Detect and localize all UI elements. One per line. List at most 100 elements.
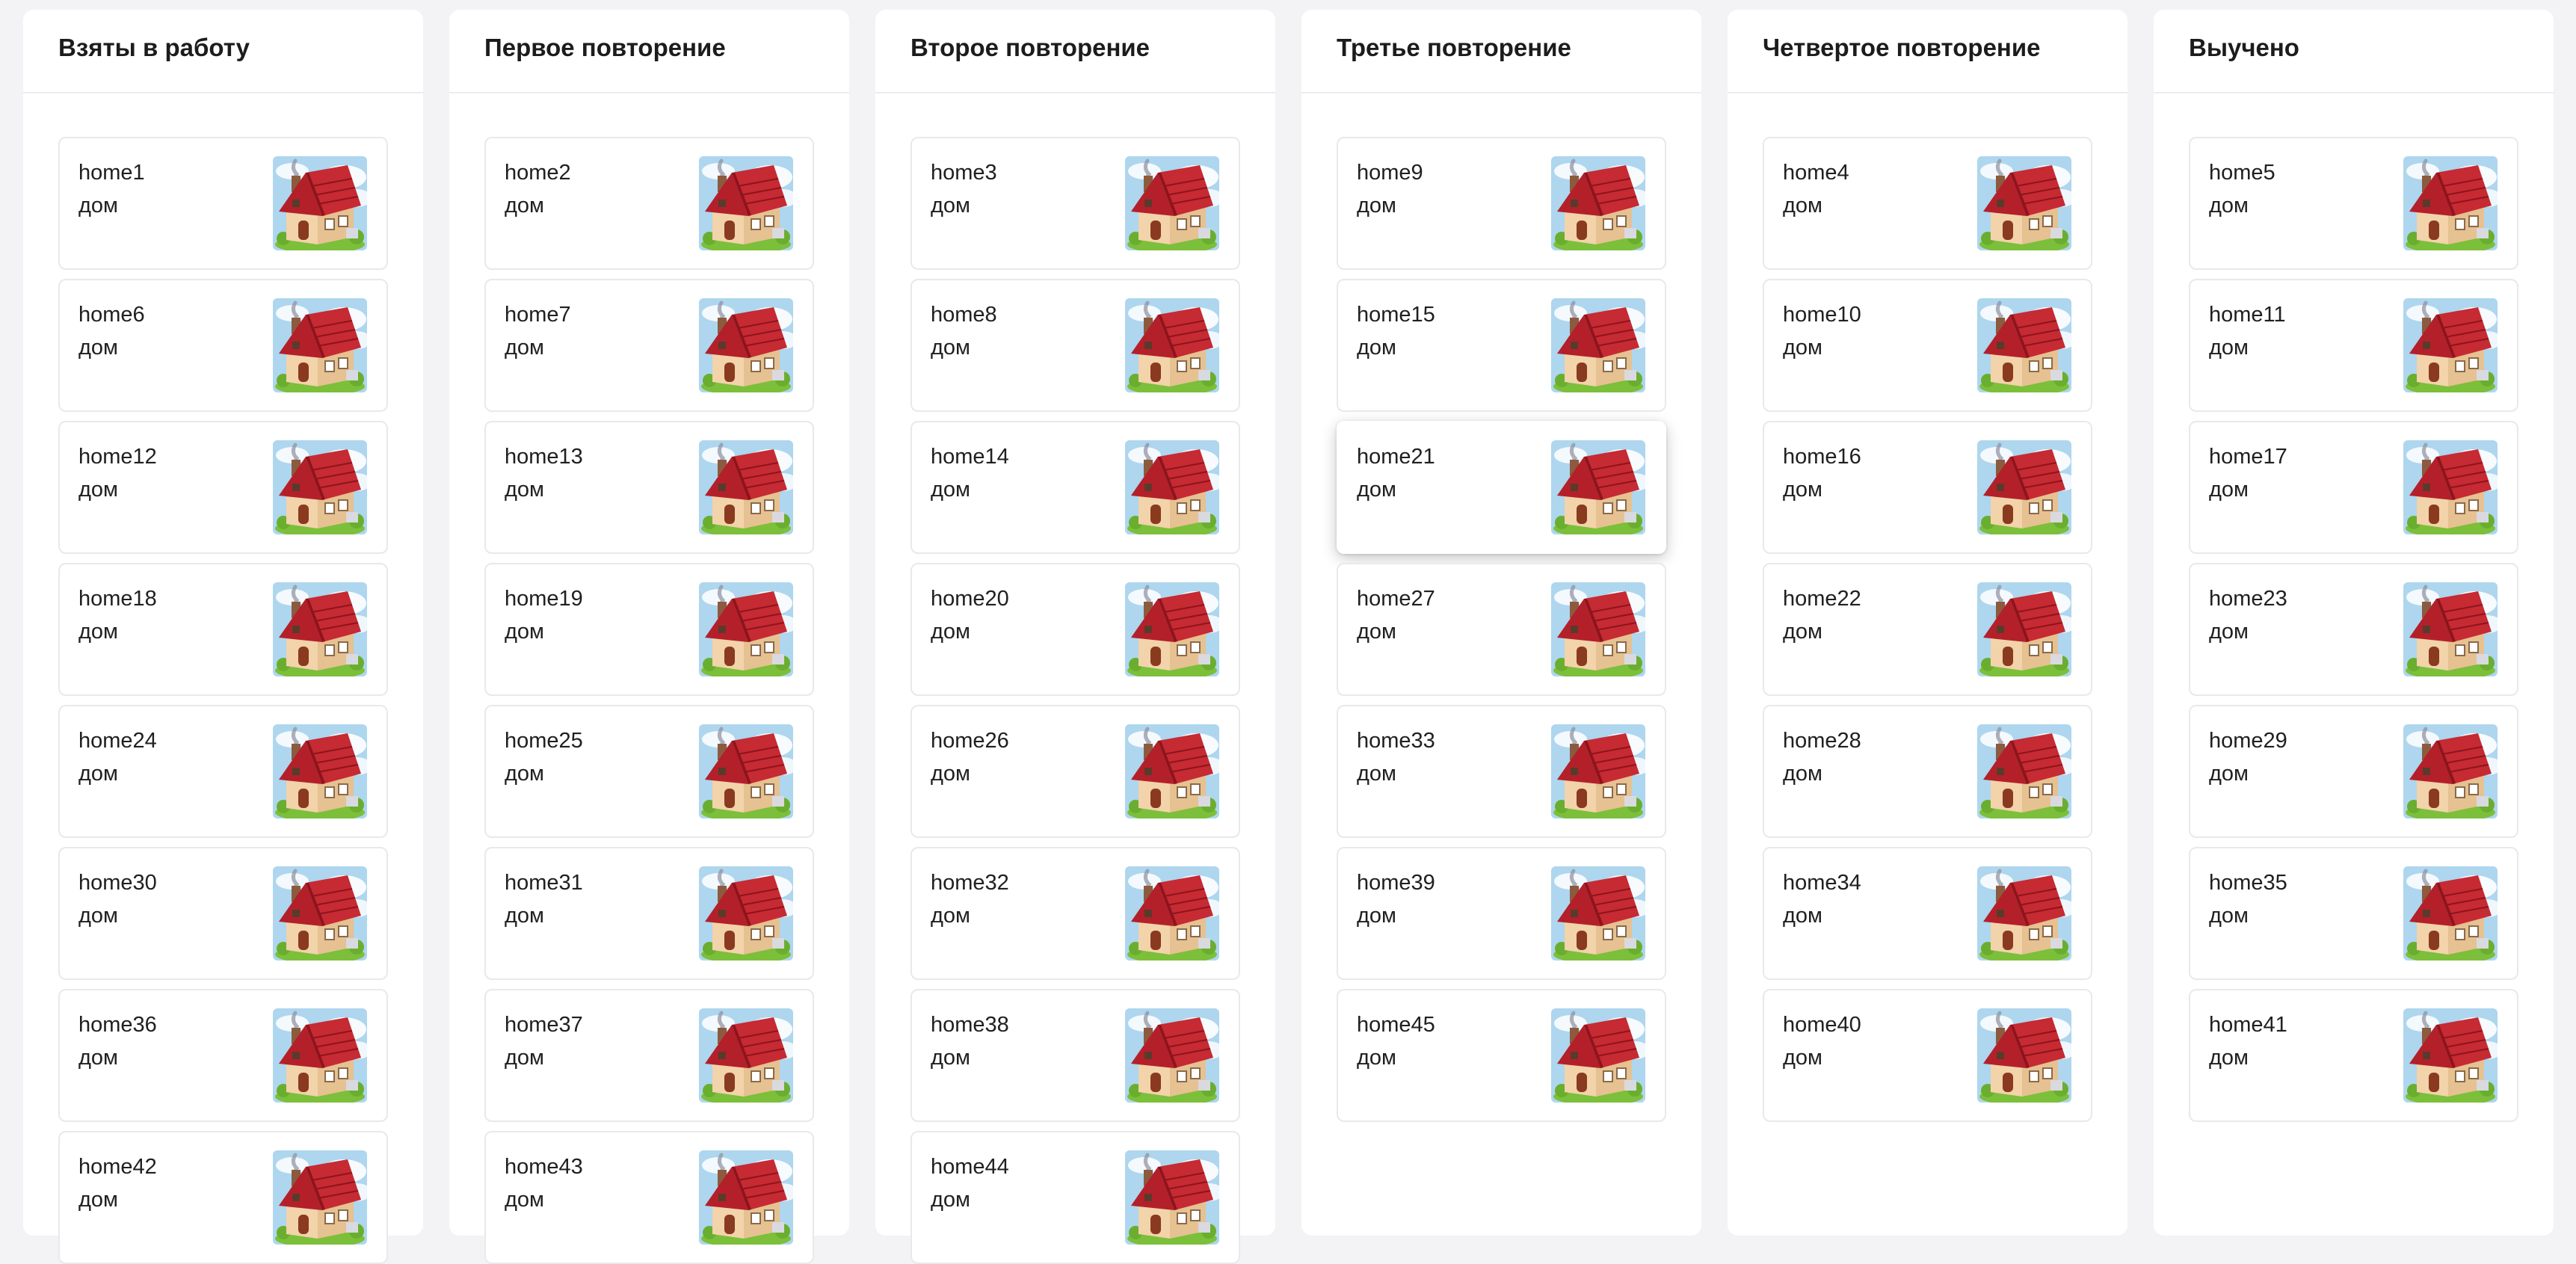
card-word: home39 bbox=[1357, 871, 1435, 895]
house-icon bbox=[1977, 724, 2076, 821]
card-list: home3 дом home8 дом bbox=[875, 93, 1275, 1264]
word-card[interactable]: home29 дом bbox=[2189, 705, 2518, 838]
column-header: Второе повторение bbox=[875, 10, 1275, 93]
word-card[interactable]: home39 дом bbox=[1337, 847, 1666, 980]
house-icon bbox=[2403, 298, 2502, 395]
card-word: home20 bbox=[931, 587, 1009, 611]
column-0: Взяты в работу home1 дом home6 дом bbox=[23, 10, 423, 1264]
word-card[interactable]: home20 дом bbox=[910, 563, 1240, 696]
card-translation: дом bbox=[78, 1188, 118, 1212]
word-card[interactable]: home24 дом bbox=[58, 705, 388, 838]
house-icon bbox=[273, 1008, 372, 1106]
word-card[interactable]: home27 дом bbox=[1337, 563, 1666, 696]
word-card[interactable]: home45 дом bbox=[1337, 989, 1666, 1122]
card-word: home37 bbox=[505, 1013, 583, 1037]
card-word: home12 bbox=[78, 445, 157, 469]
card-translation: дом bbox=[505, 1046, 544, 1070]
word-card[interactable]: home2 дом bbox=[484, 137, 814, 270]
house-icon bbox=[1551, 156, 1650, 253]
word-card[interactable]: home22 дом bbox=[1763, 563, 2092, 696]
card-translation: дом bbox=[1783, 336, 1822, 360]
card-word: home14 bbox=[931, 445, 1009, 469]
house-icon bbox=[1551, 866, 1650, 964]
house-icon bbox=[699, 1008, 798, 1106]
word-card[interactable]: home42 дом bbox=[58, 1131, 388, 1264]
house-icon bbox=[1977, 866, 2076, 964]
card-list: home9 дом home15 дом bbox=[1301, 93, 1701, 1122]
word-card[interactable]: home6 дом bbox=[58, 279, 388, 412]
column-title: Выучено bbox=[2189, 34, 2299, 61]
word-card[interactable]: home12 дом bbox=[58, 421, 388, 554]
card-word: home23 bbox=[2209, 587, 2287, 611]
card-word: home33 bbox=[1357, 729, 1435, 753]
word-card[interactable]: home38 дом bbox=[910, 989, 1240, 1122]
word-card[interactable]: home25 дом bbox=[484, 705, 814, 838]
word-card[interactable]: home26 дом bbox=[910, 705, 1240, 838]
card-translation: дом bbox=[1357, 194, 1396, 218]
word-card[interactable]: home16 дом bbox=[1763, 421, 2092, 554]
card-word: home31 bbox=[505, 871, 583, 895]
word-card[interactable]: home4 дом bbox=[1763, 137, 2092, 270]
word-card[interactable]: home8 дом bbox=[910, 279, 1240, 412]
word-card[interactable]: home1 дом bbox=[58, 137, 388, 270]
card-translation: дом bbox=[1357, 1046, 1396, 1070]
word-card[interactable]: home35 дом bbox=[2189, 847, 2518, 980]
word-card[interactable]: home17 дом bbox=[2189, 421, 2518, 554]
word-card[interactable]: home7 дом bbox=[484, 279, 814, 412]
card-word: home45 bbox=[1357, 1013, 1435, 1037]
word-card[interactable]: home3 дом bbox=[910, 137, 1240, 270]
card-word: home41 bbox=[2209, 1013, 2287, 1037]
card-word: home17 bbox=[2209, 445, 2287, 469]
card-translation: дом bbox=[2209, 1046, 2249, 1070]
card-word: home5 bbox=[2209, 161, 2275, 185]
word-card[interactable]: home40 дом bbox=[1763, 989, 2092, 1122]
kanban-board: Взяты в работу home1 дом home6 дом bbox=[23, 10, 2554, 1264]
house-icon bbox=[699, 724, 798, 821]
word-card[interactable]: home30 дом bbox=[58, 847, 388, 980]
word-card[interactable]: home37 дом bbox=[484, 989, 814, 1122]
word-card[interactable]: home33 дом bbox=[1337, 705, 1666, 838]
word-card[interactable]: home41 дом bbox=[2189, 989, 2518, 1122]
word-card[interactable]: home15 дом bbox=[1337, 279, 1666, 412]
card-translation: дом bbox=[505, 762, 544, 786]
word-card[interactable]: home14 дом bbox=[910, 421, 1240, 554]
word-card[interactable]: home13 дом bbox=[484, 421, 814, 554]
word-card[interactable]: home11 дом bbox=[2189, 279, 2518, 412]
card-word: home40 bbox=[1783, 1013, 1861, 1037]
word-card[interactable]: home28 дом bbox=[1763, 705, 2092, 838]
card-word: home11 bbox=[2209, 303, 2286, 327]
card-translation: дом bbox=[505, 904, 544, 928]
column-title: Четвертое повторение bbox=[1763, 34, 2041, 61]
card-word: home25 bbox=[505, 729, 583, 753]
word-card[interactable]: home21 дом bbox=[1337, 421, 1666, 554]
card-translation: дом bbox=[505, 620, 544, 644]
word-card[interactable]: home32 дом bbox=[910, 847, 1240, 980]
card-word: home4 bbox=[1783, 161, 1849, 185]
word-card[interactable]: home5 дом bbox=[2189, 137, 2518, 270]
column-header: Взяты в работу bbox=[23, 10, 423, 93]
card-word: home34 bbox=[1783, 871, 1861, 895]
word-card[interactable]: home9 дом bbox=[1337, 137, 1666, 270]
card-word: home15 bbox=[1357, 303, 1435, 327]
word-card[interactable]: home36 дом bbox=[58, 989, 388, 1122]
word-card[interactable]: home10 дом bbox=[1763, 279, 2092, 412]
house-icon bbox=[2403, 1008, 2502, 1106]
word-card[interactable]: home44 дом bbox=[910, 1131, 1240, 1264]
card-word: home10 bbox=[1783, 303, 1861, 327]
column-header: Выучено bbox=[2154, 10, 2554, 93]
card-word: home27 bbox=[1357, 587, 1435, 611]
word-card[interactable]: home19 дом bbox=[484, 563, 814, 696]
column-header: Первое повторение bbox=[449, 10, 849, 93]
word-card[interactable]: home34 дом bbox=[1763, 847, 2092, 980]
house-icon bbox=[1977, 298, 2076, 395]
card-word: home30 bbox=[78, 871, 157, 895]
word-card[interactable]: home43 дом bbox=[484, 1131, 814, 1264]
card-list: home2 дом home7 дом bbox=[449, 93, 849, 1264]
column-title: Первое повторение bbox=[484, 34, 726, 61]
word-card[interactable]: home23 дом bbox=[2189, 563, 2518, 696]
card-translation: дом bbox=[1357, 620, 1396, 644]
word-card[interactable]: home18 дом bbox=[58, 563, 388, 696]
word-card[interactable]: home31 дом bbox=[484, 847, 814, 980]
house-icon bbox=[273, 1150, 372, 1248]
card-word: home28 bbox=[1783, 729, 1861, 753]
